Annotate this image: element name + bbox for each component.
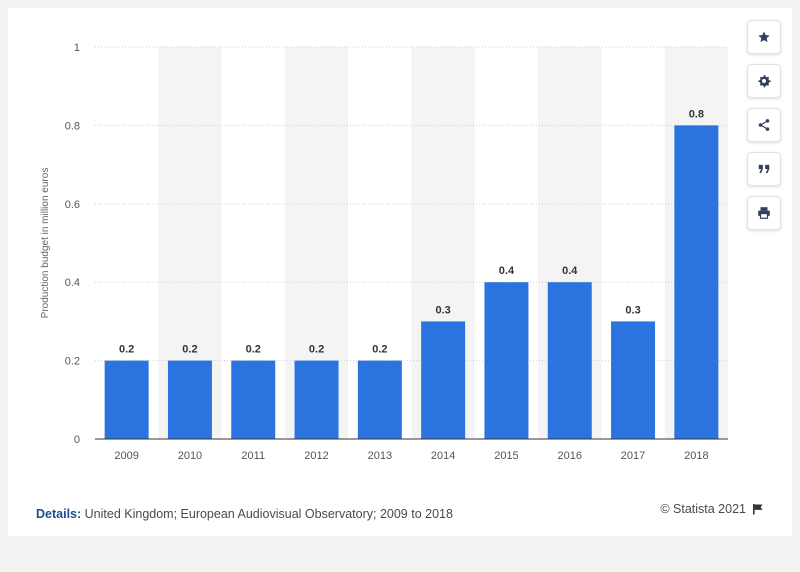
y-tick-label: 0.6 bbox=[65, 199, 80, 211]
details-note: Details: United Kingdom; European Audiov… bbox=[36, 507, 453, 521]
y-tick-label: 0.4 bbox=[65, 277, 80, 289]
y-axis-title: Production budget in million euros bbox=[40, 168, 51, 319]
bar-2015[interactable] bbox=[484, 282, 529, 439]
share-button[interactable] bbox=[747, 108, 781, 142]
y-tick-layer: 0 0.2 0.4 0.6 0.8 1 bbox=[65, 42, 80, 446]
y-tick-label: 0.2 bbox=[65, 356, 80, 368]
data-label: 0.2 bbox=[119, 344, 134, 356]
x-tick-label: 2009 bbox=[114, 450, 138, 462]
data-label: 0.8 bbox=[689, 108, 704, 120]
x-tick-label: 2012 bbox=[304, 450, 328, 462]
data-label: 0.3 bbox=[625, 304, 640, 316]
cite-button[interactable] bbox=[747, 152, 781, 186]
bar-2012[interactable] bbox=[294, 360, 339, 439]
bar-2010[interactable] bbox=[167, 360, 212, 439]
bookmark-button[interactable] bbox=[747, 20, 781, 54]
details-label: Details: bbox=[36, 507, 82, 521]
bar-layer bbox=[104, 125, 719, 440]
x-tick-label: 2016 bbox=[558, 450, 582, 462]
bar-2018[interactable] bbox=[674, 125, 719, 440]
chart: 0.2 0.2 0.2 0.2 0.20.30.4 0.40.30.8 00.20.40.… bbox=[40, 42, 728, 462]
x-tick-layer: 2009 2010 2011 2012 2013 2014 2015 2016 2017 2018 bbox=[114, 450, 708, 462]
data-label: 0.3 bbox=[436, 304, 451, 316]
x-tick-label: 2010 bbox=[178, 450, 202, 462]
bar-2011[interactable] bbox=[231, 360, 276, 439]
x-tick-label: 2017 bbox=[621, 450, 645, 462]
chart-toolbar bbox=[747, 20, 781, 240]
print-button[interactable] bbox=[747, 196, 781, 230]
flag-icon[interactable] bbox=[752, 503, 764, 515]
bar-2017[interactable] bbox=[611, 321, 656, 439]
details-text: United Kingdom; European Audiovisual Obs… bbox=[84, 507, 453, 521]
gear-icon bbox=[758, 74, 771, 88]
chart-card: 0.2 0.2 0.2 0.2 0.2 0.3 0.4 0.4 0.3 0.8 0 0.2 0.4 0.… bbox=[8, 8, 792, 536]
credit-text: © Statista 2021 bbox=[660, 502, 746, 516]
quote-icon bbox=[758, 164, 770, 174]
data-label: 0.2 bbox=[246, 344, 261, 356]
x-tick-label: 2013 bbox=[368, 450, 392, 462]
statista-credit[interactable]: © Statista 2021 bbox=[660, 502, 764, 516]
star-icon bbox=[758, 31, 770, 43]
y-tick-label: 0 bbox=[74, 434, 80, 446]
bar-2013[interactable] bbox=[357, 360, 402, 439]
data-label: 0.2 bbox=[309, 344, 324, 356]
share-icon bbox=[758, 119, 770, 131]
print-icon bbox=[758, 207, 770, 219]
data-label: 0.4 bbox=[562, 265, 578, 277]
bar-2016[interactable] bbox=[547, 282, 592, 439]
data-label-layer: 0.2 0.2 0.2 0.2 0.2 0.3 0.4 0.4 0.3 0.8 bbox=[119, 108, 704, 355]
x-tick-label: 2018 bbox=[684, 450, 708, 462]
y-tick-label: 1 bbox=[74, 42, 80, 54]
x-tick-label: 2015 bbox=[494, 450, 518, 462]
bar-2009[interactable] bbox=[104, 360, 149, 439]
data-label: 0.2 bbox=[372, 344, 387, 356]
x-tick-label: 2011 bbox=[241, 450, 265, 462]
y-tick-label: 0.8 bbox=[65, 120, 80, 132]
settings-button[interactable] bbox=[747, 64, 781, 98]
data-label: 0.4 bbox=[499, 265, 515, 277]
bar-2014[interactable] bbox=[421, 321, 466, 439]
data-label: 0.2 bbox=[182, 344, 197, 356]
x-tick-label: 2014 bbox=[431, 450, 455, 462]
